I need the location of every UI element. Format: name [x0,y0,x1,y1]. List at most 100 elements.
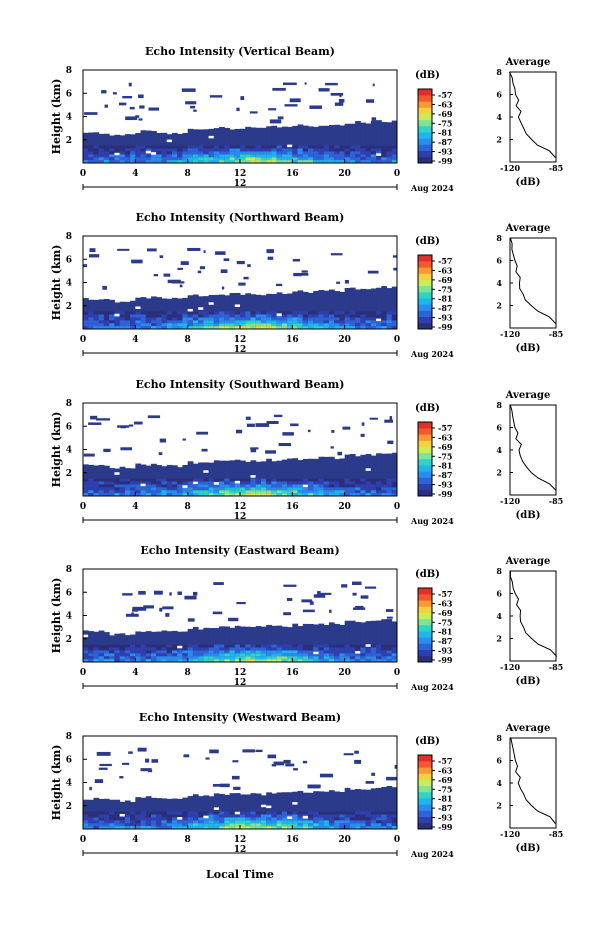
echo-surface-cell [161,323,168,327]
colorbar-tick-label: -87 [438,137,452,147]
echo-surface-cell [370,484,377,488]
echo-surface-cell [308,826,314,829]
echo-surface-cell [318,157,325,161]
echo-surface-cell [318,656,325,660]
echo-surface-cell [297,323,304,327]
average-frame [509,737,557,829]
echo-surface-cell [98,323,105,327]
echo-cloud-cell [387,440,394,445]
x-tick-label: 4 [132,335,138,345]
echo-surface-cell [308,820,314,824]
average-x-tick-label: -85 [549,496,563,506]
echo-surface-cell [145,160,152,163]
echo-surface-cell [140,823,147,827]
echo-surface-cell [266,650,272,654]
echo-surface-cell [130,644,136,648]
echo-surface-cell [250,148,257,152]
echo-cloud-cell [289,98,301,103]
echo-surface-cell [281,493,288,496]
echo-surface-cell [266,493,272,496]
echo-surface-cell [229,490,236,494]
echo-surface-cell [313,151,319,155]
echo-surface-cell [171,826,178,829]
echo-surface-cell [302,814,309,818]
echo-surface-cell [109,650,115,654]
echo-surface-cell [234,644,241,648]
echo-surface-cell [103,314,110,318]
echo-layer-cell [370,620,377,662]
echo-surface-cell [93,317,100,321]
echo-surface-cell [98,148,105,152]
echo-surface-cell [344,826,351,829]
colorbar-tick-label: -99 [438,322,453,332]
echo-surface-cell [365,487,372,491]
echo-surface-cell [182,157,189,161]
echo-surface-cell [140,647,147,651]
echo-surface-cell [266,160,272,163]
colorbar-tick-label: -93 [438,813,453,823]
echo-surface-cell [386,656,393,660]
echo-cloud-cell [338,98,345,103]
echo-surface-cell [328,311,335,315]
echo-gap-cell [114,152,120,156]
echo-layer-cell [287,293,293,329]
average-profile-line [509,237,556,324]
echo-cloud-cell [134,421,143,425]
echo-surface-cell [229,160,236,163]
echo-surface-cell [192,323,199,327]
echo-layer-cell [308,126,314,163]
echo-surface-cell [381,659,388,662]
echo-surface-cell [135,814,142,818]
colorbar-tick-label: -63 [438,99,453,109]
echo-surface-cell [386,811,393,815]
echo-cloud-cell [132,606,147,611]
echo-surface-cell [213,151,220,155]
echo-surface-cell [229,650,236,654]
echo-surface-cell [260,826,267,829]
x-tick-label: 12 [234,835,247,845]
echo-layer-cell [213,460,220,496]
echo-surface-cell [88,647,94,651]
echo-surface-cell [271,151,278,155]
echo-surface-cell [297,493,304,496]
echo-layer-cell [292,291,299,329]
echo-surface-cell [103,151,110,155]
echo-surface-cell [109,160,115,163]
echo-surface-cell [171,157,178,161]
echo-layer-cell [386,122,393,163]
echo-surface-cell [124,154,131,158]
echo-surface-cell [276,811,283,815]
echo-surface-cell [255,148,262,152]
echo-surface-cell [103,659,110,662]
echo-gap-cell [302,484,309,488]
echo-surface-cell [198,320,204,324]
echo-surface-cell [386,148,393,152]
echo-surface-cell [391,823,398,827]
echo-surface-cell [313,481,319,485]
echo-surface-cell [130,826,136,829]
colorbar-segment [418,761,432,768]
echo-surface-cell [376,326,382,329]
echo-surface-cell [240,653,246,657]
echo-surface-cell [376,151,382,155]
echo-gap-cell [266,805,272,809]
echo-cloud-cell [267,754,277,759]
echo-surface-cell [109,484,115,488]
echo-surface-cell [124,323,131,327]
echo-layer-cell [213,793,220,829]
echo-surface-cell [308,157,314,161]
colorbar-segment [418,767,432,774]
echo-surface-cell [386,647,393,651]
echo-surface-cell [224,647,231,651]
echo-surface-cell [323,314,330,318]
echo-surface-cell [109,644,115,648]
y-axis-label: Height (km) [50,245,63,321]
echo-surface-cell [287,820,293,824]
echo-layer-cell [355,456,361,496]
echo-surface-cell [135,817,142,821]
echo-surface-cell [213,311,220,315]
echo-surface-cell [119,481,126,485]
echo-surface-cell [334,323,340,327]
echo-surface-cell [260,823,267,827]
